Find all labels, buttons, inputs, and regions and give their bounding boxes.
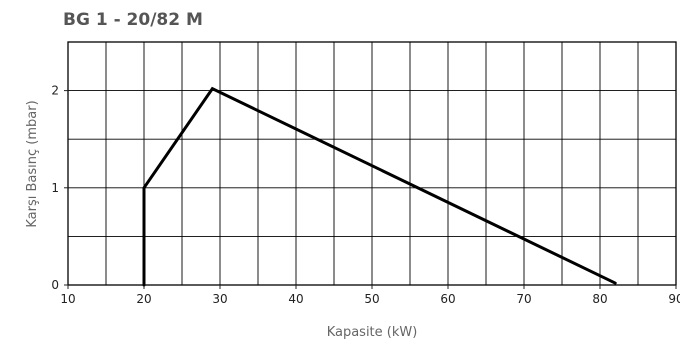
x-tick-label: 50 — [364, 292, 379, 306]
x-tick-label: 90 — [668, 292, 680, 306]
x-tick-label: 80 — [592, 292, 607, 306]
y-tick-label: 2 — [51, 84, 59, 98]
x-axis-label: Kapasite (kW) — [327, 325, 418, 340]
series-line — [142, 86, 617, 287]
x-tick-label: 70 — [516, 292, 531, 306]
ticks-layer: 10 20 30 40 50 60 70 80 90 0 1 2 — [51, 84, 680, 306]
x-tick-label: 20 — [136, 292, 151, 306]
x-tick-label: 10 — [60, 292, 75, 306]
x-tick-label: 40 — [288, 292, 303, 306]
y-axis-label: Karşı Basınç (mbar) — [25, 100, 40, 227]
y-tick-label: 0 — [51, 278, 59, 292]
series-layer — [142, 86, 617, 287]
x-tick-label: 30 — [212, 292, 227, 306]
x-tick-label: 60 — [440, 292, 455, 306]
chart-title: BG 1 - 20/82 M — [63, 10, 203, 30]
y-tick-label: 1 — [51, 181, 59, 195]
grid-layer — [68, 42, 676, 285]
